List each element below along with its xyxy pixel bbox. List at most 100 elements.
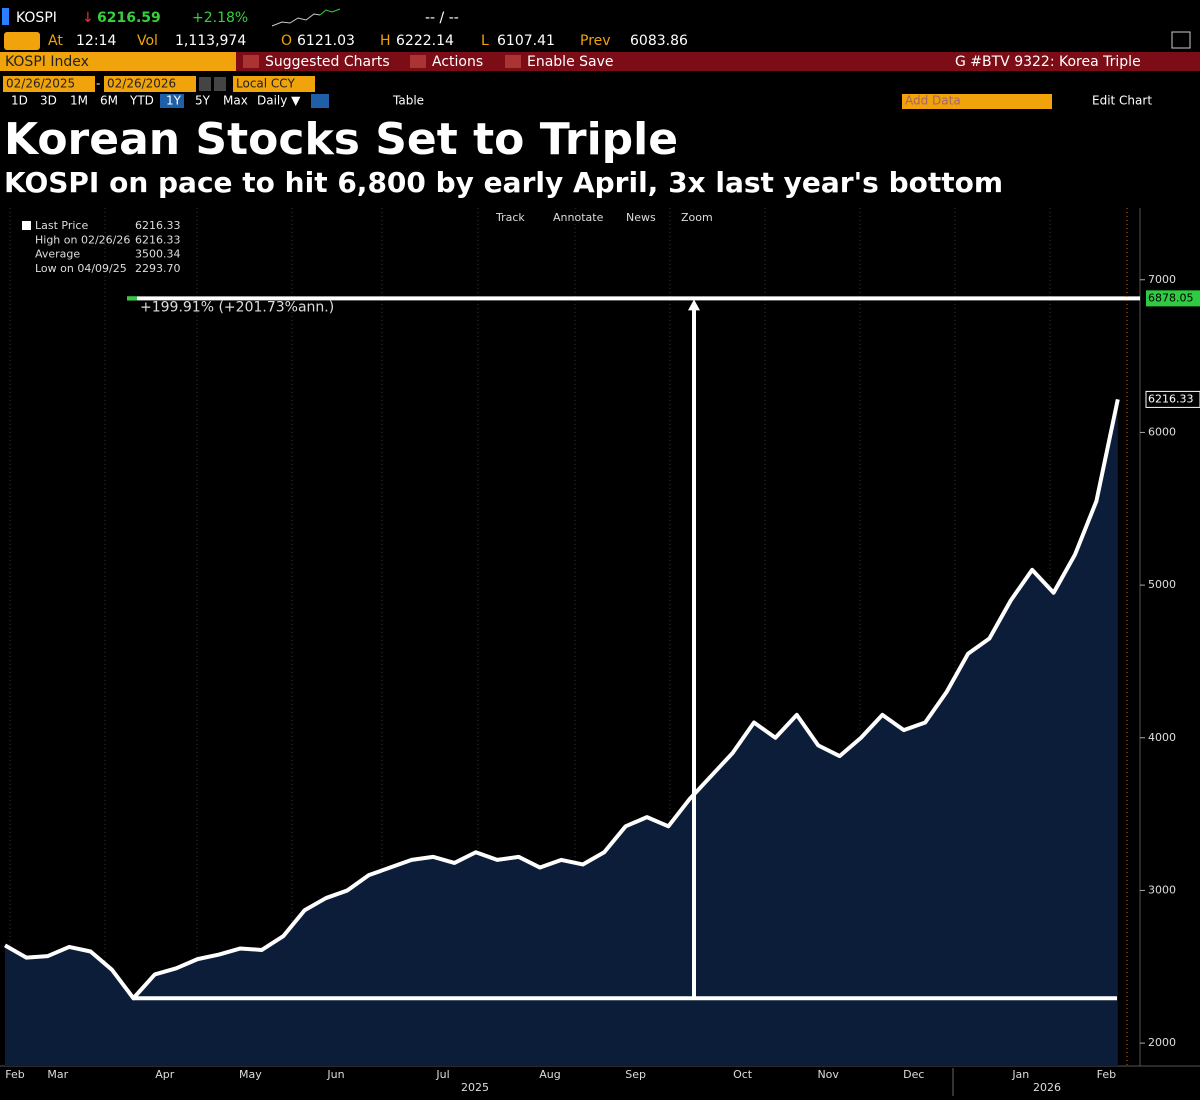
period-tab[interactable]: 3D: [40, 94, 57, 108]
year-label: 2026: [1033, 1081, 1061, 1094]
quote-label: H: [380, 33, 391, 49]
y-tick-label: 7000: [1148, 273, 1176, 286]
end-date: 02/26/2026: [107, 77, 176, 91]
y-tick-label: 2000: [1148, 1036, 1176, 1049]
legend-value: 6216.33: [135, 219, 181, 232]
menu-bar: [0, 52, 1200, 71]
period-tab[interactable]: 5Y: [195, 94, 211, 108]
menu-item[interactable]: Actions: [432, 54, 483, 70]
security-box[interactable]: [0, 52, 236, 71]
legend-label: Low on 04/09/25: [35, 262, 127, 275]
annotation: +199.91% (+201.73%ann.): [140, 299, 334, 315]
legend-label: Average: [35, 248, 80, 261]
target-label: 6878.05: [1148, 291, 1194, 304]
arrow-head: [688, 299, 700, 311]
period-tab[interactable]: 1M: [70, 94, 88, 108]
year-label: 2025: [461, 1081, 489, 1094]
toolbar-button[interactable]: Zoom: [681, 211, 713, 224]
period-tab[interactable]: 6M: [100, 94, 118, 108]
quote-label: Vol: [137, 33, 158, 49]
last-label-box: [1145, 390, 1200, 408]
sparkline: [271, 13, 321, 27]
icon: [4, 32, 40, 50]
quote-value: 1,113,974: [175, 33, 246, 49]
quote-label: O: [281, 33, 292, 49]
price: 6216.59: [97, 10, 161, 26]
date-box[interactable]: [3, 76, 95, 92]
quote-value: 6121.03: [297, 33, 355, 49]
period-tab[interactable]: 1D: [11, 94, 28, 108]
period-tab[interactable]: Max: [223, 94, 248, 108]
ticker: KOSPI: [16, 10, 57, 26]
legend-label: Last Price: [35, 219, 88, 232]
toolbar-button[interactable]: Track: [495, 211, 525, 224]
quote-value: 6222.14: [396, 33, 454, 49]
nav-button[interactable]: [199, 77, 211, 91]
legend-value: 6216.33: [135, 233, 181, 246]
x-tick-label: Sep: [625, 1068, 646, 1081]
chart-title: Korean Stocks Set to Triple: [4, 114, 678, 165]
sparkline: [319, 8, 341, 16]
x-tick-label: Jan: [1011, 1068, 1029, 1081]
quote-label: Prev: [580, 33, 611, 49]
x-tick-label: Oct: [733, 1068, 753, 1081]
currency: Local CCY: [236, 77, 295, 91]
x-tick-label: Mar: [47, 1068, 68, 1081]
x-tick-label: Feb: [5, 1068, 24, 1081]
x-tick-label: Jul: [435, 1068, 449, 1081]
area: [5, 399, 1118, 1066]
marker: [2, 8, 9, 25]
legend-label: High on 02/26/26: [35, 233, 130, 246]
menu-icon: [410, 55, 426, 68]
y-tick-label: 5000: [1148, 578, 1176, 591]
x-tick-label: Aug: [539, 1068, 560, 1081]
quote-label: L: [481, 33, 489, 49]
legend-value: 3500.34: [135, 248, 181, 261]
menu-icon: [505, 55, 521, 68]
chart-style[interactable]: [311, 94, 329, 108]
x-tick-label: Jun: [326, 1068, 344, 1081]
date-box[interactable]: [104, 76, 196, 92]
last-label: 6216.33: [1148, 392, 1194, 405]
security: KOSPI Index: [5, 54, 89, 70]
icon[interactable]: [1171, 31, 1191, 49]
menu-item[interactable]: Enable Save: [527, 54, 614, 70]
period-tab[interactable]: YTD: [129, 94, 154, 108]
start-date: 02/26/2025: [6, 77, 75, 91]
y-tick-label: 4000: [1148, 731, 1176, 744]
x-tick-label: Dec: [903, 1068, 924, 1081]
price-line: [4, 398, 1120, 1001]
y-tick-label: 3000: [1148, 883, 1176, 896]
period-active: [160, 94, 184, 108]
currency-box[interactable]: [233, 76, 315, 92]
chart-subtitle: KOSPI on pace to hit 6,800 by early Apri…: [4, 166, 1003, 199]
quote-value: 12:14: [76, 33, 116, 49]
quote-value: 6083.86: [630, 33, 688, 49]
toolbar-button[interactable]: News: [626, 211, 656, 224]
change: +2.18%: [192, 10, 248, 26]
period-tab[interactable]: 1Y: [166, 94, 182, 108]
add-data-box[interactable]: [902, 94, 1052, 109]
page-id: G #BTV 9322: Korea Triple: [955, 54, 1141, 70]
frequency[interactable]: Daily ▼: [257, 94, 301, 108]
date-sep: -: [96, 77, 100, 91]
table-button[interactable]: Table: [392, 94, 424, 108]
edit-chart[interactable]: Edit Chart: [1092, 94, 1152, 108]
nav-button[interactable]: [214, 77, 226, 91]
direction: ↓: [82, 10, 94, 26]
toolbar-button[interactable]: Annotate: [553, 211, 604, 224]
legend-value: 2293.70: [135, 262, 181, 275]
x-tick-label: Nov: [817, 1068, 839, 1081]
legend-swatch: [22, 221, 31, 230]
y-tick-label: 6000: [1148, 425, 1176, 438]
quote-value: 6107.41: [497, 33, 555, 49]
x-tick-label: Feb: [1097, 1068, 1116, 1081]
x-tick-label: May: [239, 1068, 262, 1081]
target-label-box: [1146, 290, 1200, 307]
quote-label: At: [48, 33, 63, 49]
menu-item[interactable]: Suggested Charts: [265, 54, 390, 70]
add-data: Add Data: [905, 94, 961, 108]
menu-icon: [243, 55, 259, 68]
